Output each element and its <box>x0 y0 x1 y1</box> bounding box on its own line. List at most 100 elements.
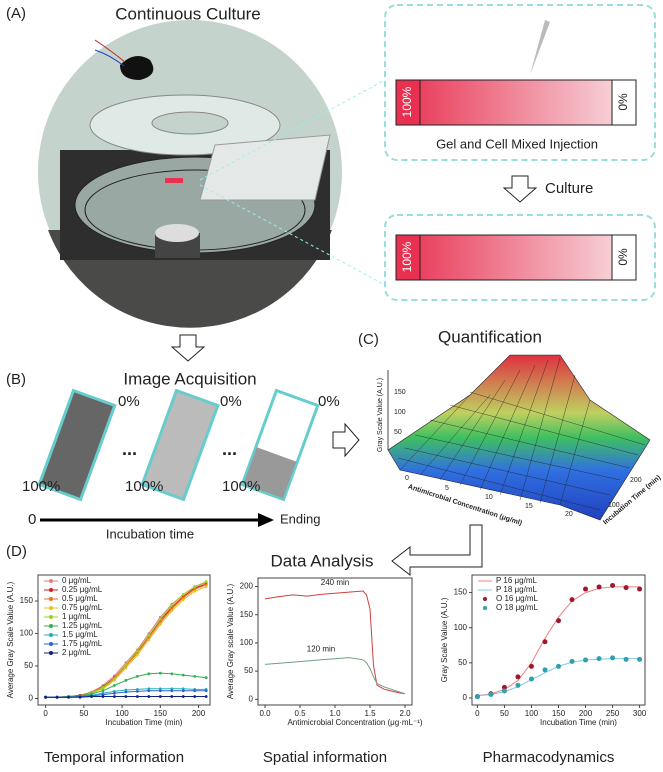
strip-label: 0% <box>318 393 340 410</box>
y-tick-label: 0 <box>249 694 254 703</box>
z-tick: 100 <box>394 409 406 416</box>
marker <box>170 672 174 676</box>
marker <box>170 695 174 698</box>
z-tick: 150 <box>394 389 406 396</box>
plot-frame <box>257 577 413 706</box>
panel-title: Continuous Culture <box>115 4 261 23</box>
y-tick-label: 100 <box>240 638 254 647</box>
legend-label: 0.75 μg/mL <box>62 603 103 612</box>
marker <box>135 653 139 657</box>
legend-swatch <box>49 642 53 646</box>
strip-label: 100% <box>125 478 163 495</box>
reservoir <box>395 79 421 126</box>
legend-swatch <box>49 651 53 655</box>
axis-label: Incubation time <box>106 526 194 541</box>
marker <box>158 687 162 691</box>
x-axis-label: Incubation Time (min) <box>106 718 183 727</box>
marker <box>181 687 185 691</box>
x-tick-label: 50 <box>500 709 509 718</box>
marker <box>147 634 151 637</box>
reservoir-label: 100% <box>400 86 414 117</box>
panel-label: (A) <box>6 5 26 22</box>
legend-label: P 16 μg/mL <box>496 576 537 585</box>
marker <box>55 695 59 699</box>
y-tick-label: 100 <box>454 623 468 632</box>
x-tick-label: 2.0 <box>399 709 411 718</box>
legend-label: 1.75 μg/mL <box>62 639 103 648</box>
marker <box>78 695 82 699</box>
marker <box>193 689 197 693</box>
marker <box>528 663 534 669</box>
series-line <box>264 657 406 695</box>
marker <box>90 695 93 698</box>
strip-label: 0% <box>220 393 242 410</box>
marker <box>170 604 174 607</box>
marker <box>101 693 105 696</box>
marker <box>124 688 128 692</box>
arrow <box>170 334 206 362</box>
marker <box>528 676 534 682</box>
marker <box>596 584 602 590</box>
y-tick-label: 50 <box>458 658 467 667</box>
x-tick-label: 0 <box>475 709 480 718</box>
marker <box>181 598 185 602</box>
x-tick-label: 200 <box>192 709 206 718</box>
y-tick: 100 <box>608 502 620 509</box>
axis-start: 0 <box>28 511 36 528</box>
marker <box>113 678 116 682</box>
strip-label: 0% <box>118 393 140 410</box>
x-tick: 10 <box>485 494 493 501</box>
marker <box>158 689 162 693</box>
marker <box>67 695 70 699</box>
marker <box>124 695 128 698</box>
legend-label: O 18 μg/mL <box>496 603 539 612</box>
legend-label: 0 μg/mL <box>62 576 92 585</box>
marker <box>135 649 139 653</box>
marker <box>623 656 629 662</box>
marker <box>181 689 185 693</box>
x-tick: 15 <box>525 503 533 510</box>
legend-swatch <box>49 606 53 610</box>
y-tick-label: 200 <box>240 582 254 591</box>
marker <box>113 684 116 687</box>
z-tick: 50 <box>394 429 402 436</box>
legend-swatch <box>49 633 53 637</box>
legend-swatch <box>483 597 487 601</box>
legend-swatch <box>49 579 53 583</box>
x-tick-label: 100 <box>115 709 129 718</box>
y-axis-label: Average Gray Scale Value (A.U.) <box>6 581 15 698</box>
marker <box>515 682 521 688</box>
marker <box>501 688 507 694</box>
x-axis-label: Antimicrobial Concentration (μg·mL⁻¹) <box>287 718 422 727</box>
y-tick-label: 150 <box>454 588 468 597</box>
panel-title: Data Analysis <box>271 551 374 570</box>
legend-swatch <box>49 624 53 628</box>
marker <box>193 585 197 589</box>
y-tick: 200 <box>630 477 642 484</box>
marker <box>583 586 589 592</box>
x-tick-label: 0 <box>43 709 48 718</box>
legend-label: P 18 μg/mL <box>496 585 537 594</box>
marker <box>170 687 174 691</box>
marker <box>501 684 507 690</box>
surface-plot <box>387 354 651 521</box>
step-box <box>384 4 656 161</box>
marker <box>193 695 197 698</box>
marker <box>596 656 602 662</box>
marker <box>204 580 208 583</box>
marker <box>583 657 589 663</box>
x-tick-label: 250 <box>606 709 620 718</box>
marker <box>181 695 185 698</box>
legend-label: 2 μg/mL <box>62 648 92 657</box>
x-tick-label: 300 <box>633 709 647 718</box>
panel-label: (D) <box>6 543 27 560</box>
marker <box>101 695 105 698</box>
arrow <box>502 175 538 203</box>
plot-frame <box>37 574 211 706</box>
panel-label: (C) <box>358 331 379 348</box>
strips <box>37 388 320 502</box>
marker <box>147 695 151 698</box>
marker <box>124 666 128 670</box>
